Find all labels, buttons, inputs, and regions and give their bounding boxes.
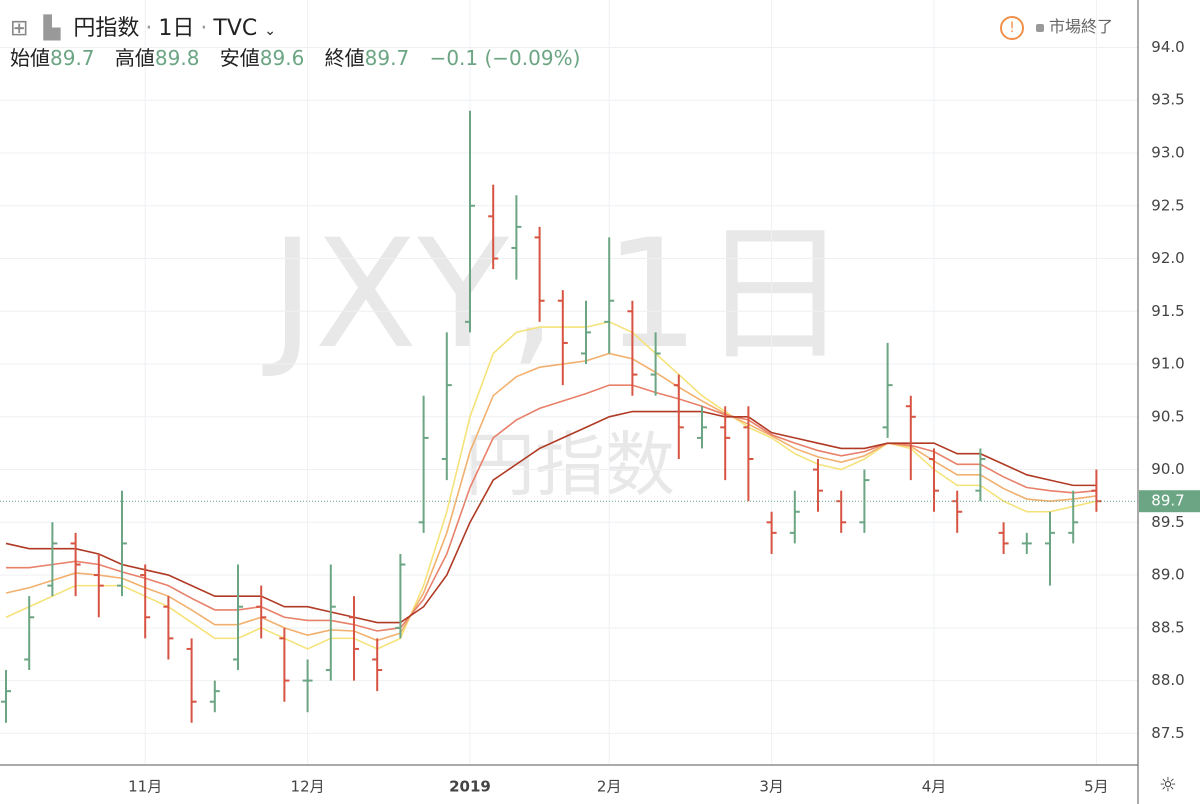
header-line: ⊞ ▙ 円指数 · 1日 · TVC ⌄ bbox=[10, 10, 276, 42]
settings-icon[interactable]: ☼ bbox=[1159, 773, 1177, 797]
symbol-name: 円指数 bbox=[73, 16, 140, 41]
x-tick-label: 3月 bbox=[759, 778, 784, 796]
y-tick-label: 94.0 bbox=[1151, 38, 1184, 56]
y-tick-label: 89.0 bbox=[1151, 566, 1184, 584]
market-status: ! 市場終了 bbox=[1000, 13, 1113, 40]
x-tick-label: 11月 bbox=[128, 778, 162, 796]
low-label: 安値 bbox=[219, 46, 260, 70]
y-tick-label: 91.5 bbox=[1151, 302, 1184, 320]
high-value: 89.8 bbox=[154, 46, 200, 70]
y-tick-label: 93.5 bbox=[1151, 91, 1184, 109]
x-tick-label: 4月 bbox=[922, 778, 947, 796]
open-label: 始値 bbox=[10, 46, 50, 70]
y-tick-label: 89.5 bbox=[1151, 513, 1184, 531]
close-label: 終値 bbox=[324, 46, 365, 70]
x-tick-label: 5月 bbox=[1084, 778, 1109, 796]
y-tick-label: 90.0 bbox=[1151, 460, 1184, 478]
high-label: 高値 bbox=[114, 46, 155, 70]
ribbon-line bbox=[5, 352, 1097, 642]
last-price-box bbox=[1139, 490, 1200, 513]
separator: · bbox=[145, 16, 153, 41]
watermark-name: 円指数 bbox=[465, 424, 675, 506]
dropdown-icon[interactable]: ⌄ bbox=[264, 23, 276, 39]
y-tick-label: 88.0 bbox=[1151, 671, 1184, 689]
ohlc-line: 始値89.7 高値89.8 安値89.6 終値89.7 −0.1 (−0.09%… bbox=[10, 42, 580, 71]
ribbon-line bbox=[6, 384, 1097, 632]
y-tick-label: 88.5 bbox=[1151, 618, 1184, 636]
y-tick-label: 93.0 bbox=[1151, 144, 1184, 162]
change-percent: (−0.09%) bbox=[484, 46, 581, 70]
x-tick-label: 2019 bbox=[449, 778, 491, 796]
ribbon-line bbox=[5, 410, 1097, 624]
ribbon-line bbox=[5, 320, 1097, 650]
last-price-label: 89.7 bbox=[1151, 492, 1184, 510]
status-text: 市場終了 bbox=[1049, 17, 1114, 36]
add-icon[interactable]: ⊞ bbox=[10, 16, 29, 41]
separator: · bbox=[200, 16, 208, 41]
exchange: TVC bbox=[213, 16, 258, 41]
close-value: 89.7 bbox=[364, 46, 410, 70]
warning-icon[interactable]: ! bbox=[1000, 15, 1024, 40]
watermark-symbol: JXY, 1日 bbox=[262, 208, 849, 382]
y-tick-label: 92.5 bbox=[1151, 196, 1184, 214]
open-value: 89.7 bbox=[50, 46, 95, 70]
change: −0.1 bbox=[429, 46, 479, 70]
y-tick-label: 90.5 bbox=[1151, 407, 1184, 425]
x-tick-label: 12月 bbox=[291, 778, 325, 796]
status-dot bbox=[1036, 23, 1044, 32]
y-tick-label: 92.0 bbox=[1151, 249, 1184, 267]
x-tick-label: 2月 bbox=[597, 778, 622, 796]
flag-icon: ▙ bbox=[43, 16, 61, 41]
interval: 1日 bbox=[158, 16, 195, 41]
y-tick-label: 87.5 bbox=[1151, 724, 1184, 742]
low-value: 89.6 bbox=[259, 46, 305, 70]
y-tick-label: 91.0 bbox=[1151, 355, 1184, 373]
